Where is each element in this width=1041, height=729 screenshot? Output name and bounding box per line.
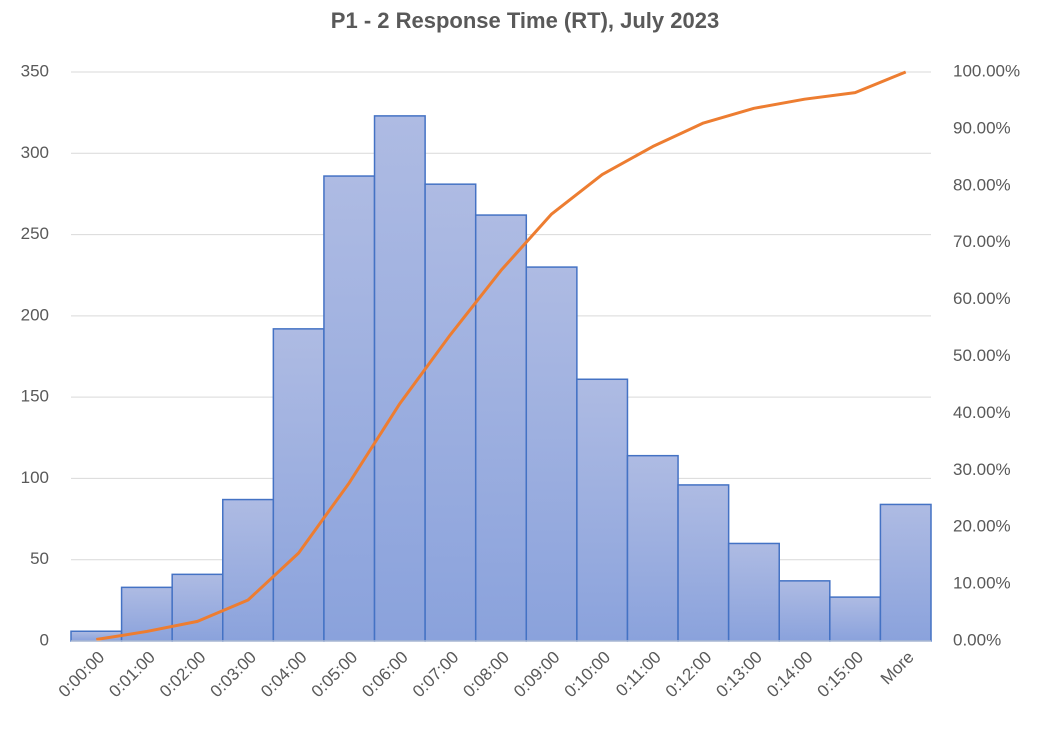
x-tick-label: 0:02:00 [156, 648, 210, 702]
y-tick-label: 0 [40, 630, 49, 649]
x-tick-label: 0:03:00 [207, 648, 261, 702]
bar [677, 484, 730, 642]
x-tick-label: 0:15:00 [814, 648, 868, 702]
bar [474, 214, 528, 642]
x-tick-label: 0:07:00 [409, 648, 463, 702]
x-tick-label: 0:14:00 [763, 648, 817, 702]
bar [323, 175, 376, 642]
y2-tick-label: 70.00% [953, 232, 1011, 251]
x-tick-label: 0:04:00 [257, 648, 311, 702]
y-tick-label: 50 [30, 549, 49, 568]
x-tick-label: 0:05:00 [308, 648, 362, 702]
y-tick-label: 150 [21, 387, 49, 406]
x-tick-label: More [877, 648, 918, 689]
y2-tick-label: 20.00% [953, 517, 1011, 536]
y-tick-label: 300 [21, 143, 49, 162]
x-tick-label: 0:06:00 [358, 648, 412, 702]
y2-tick-label: 0.00% [953, 630, 1001, 649]
bar [778, 580, 831, 642]
y-tick-label: 100 [21, 468, 49, 487]
x-tick-label: 0:10:00 [561, 648, 615, 702]
y-tick-label: 250 [21, 224, 49, 243]
x-tick-label: 0:12:00 [662, 648, 716, 702]
bar [525, 266, 578, 642]
bar [171, 573, 224, 642]
y2-tick-label: 60.00% [953, 289, 1011, 308]
bar [879, 503, 932, 642]
bar [626, 454, 679, 642]
bar [424, 183, 477, 642]
x-tick-label: 0:13:00 [712, 648, 766, 702]
x-tick-label: 0:09:00 [510, 648, 564, 702]
y2-tick-label: 40.00% [953, 403, 1011, 422]
bar [272, 328, 325, 642]
bar [829, 596, 882, 642]
x-tick-label: 0:11:00 [612, 648, 665, 701]
x-tick-label: 0:00:00 [55, 648, 109, 702]
y2-tick-label: 30.00% [953, 460, 1011, 479]
y-tick-label: 350 [21, 61, 49, 80]
x-tick-label: 0:01:00 [105, 648, 159, 702]
bar [222, 498, 275, 642]
y2-tick-label: 10.00% [953, 574, 1011, 593]
y2-tick-label: 80.00% [953, 175, 1011, 194]
y2-tick-label: 100.00% [953, 61, 1020, 80]
cumulative-line [96, 70, 907, 642]
y2-tick-label: 50.00% [953, 346, 1011, 365]
x-tick-label: 0:08:00 [459, 648, 513, 702]
chart-title: P1 - 2 Response Time (RT), July 2023 [331, 8, 719, 33]
bar [727, 542, 780, 642]
y2-tick-label: 90.00% [953, 118, 1011, 137]
bar [576, 378, 629, 642]
y-tick-label: 200 [21, 305, 49, 324]
